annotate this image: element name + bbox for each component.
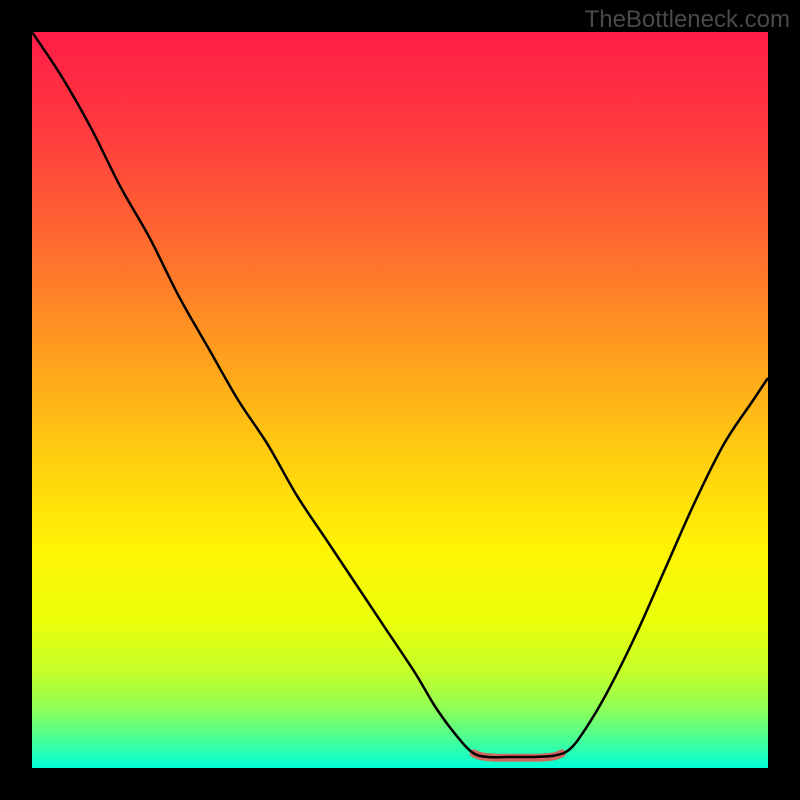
watermark-text: TheBottleneck.com <box>585 6 790 34</box>
plot-background <box>32 32 768 768</box>
bottleneck-chart <box>0 0 800 800</box>
chart-container: TheBottleneck.com <box>0 0 800 800</box>
